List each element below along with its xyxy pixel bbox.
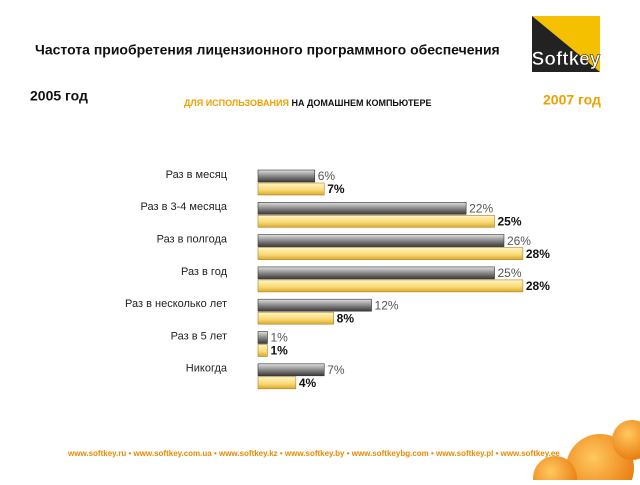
category-label: Раз в месяц	[166, 169, 228, 181]
value-label: 1%	[270, 331, 288, 345]
bar	[257, 266, 495, 280]
bar	[257, 331, 268, 344]
footer: www.softkey.ru • www.softkey.com.ua • ww…	[67, 449, 560, 458]
bar	[257, 344, 268, 357]
value-label: 26%	[507, 234, 531, 248]
value-label: 8%	[337, 311, 355, 325]
bar	[257, 234, 505, 247]
value-label: 4%	[299, 376, 317, 390]
chart-title: Частота приобретения лицензионного прогр…	[35, 42, 500, 58]
bar	[257, 363, 325, 377]
bar	[257, 298, 372, 312]
subtitle-black: НА ДОМАШНЕМ КОМПЬЮТЕРЕ	[292, 98, 432, 108]
value-label: 7%	[327, 363, 345, 377]
category-label: Раз в год	[181, 266, 228, 278]
category-label: Раз в 5 лет	[171, 330, 227, 342]
value-label: 6%	[318, 169, 336, 183]
value-label: 12%	[375, 298, 399, 312]
value-label: 22%	[469, 201, 493, 215]
category-label: Раз в полгода	[157, 234, 228, 246]
value-label: 28%	[526, 247, 550, 261]
category-label: Раз в несколько лет	[125, 298, 227, 310]
legend-2005: 2005 год	[30, 88, 88, 104]
category-label: Никогда	[186, 363, 228, 375]
bar	[257, 247, 524, 260]
logo-text: Softkey	[532, 49, 601, 70]
value-label: 25%	[498, 266, 522, 280]
bar	[257, 182, 325, 196]
value-label: 28%	[526, 279, 550, 293]
bar	[257, 169, 316, 183]
subtitle-part: ДЛЯ ИСПОЛЬЗОВАНИЯ НА ДОМАШНЕМ КОМПЬЮТЕРЕ	[184, 98, 431, 108]
bar	[257, 311, 334, 325]
subtitle-orange: ДЛЯ ИСПОЛЬЗОВАНИЯ	[184, 98, 289, 108]
value-label: 25%	[498, 214, 522, 228]
bar	[257, 215, 495, 228]
category-label: Раз в 3-4 месяца	[141, 201, 228, 213]
value-label: 1%	[270, 344, 288, 358]
legend-2007: 2007 год	[543, 92, 601, 108]
bar	[257, 376, 297, 390]
value-label: 7%	[327, 182, 345, 196]
bar	[257, 202, 467, 215]
bar	[257, 279, 524, 293]
oranges	[533, 420, 640, 485]
logo: Softkey	[531, 16, 601, 72]
plot: Раз в месяц 6%7%Раз в 3-4 месяца 22%25%Раз…	[125, 169, 550, 390]
